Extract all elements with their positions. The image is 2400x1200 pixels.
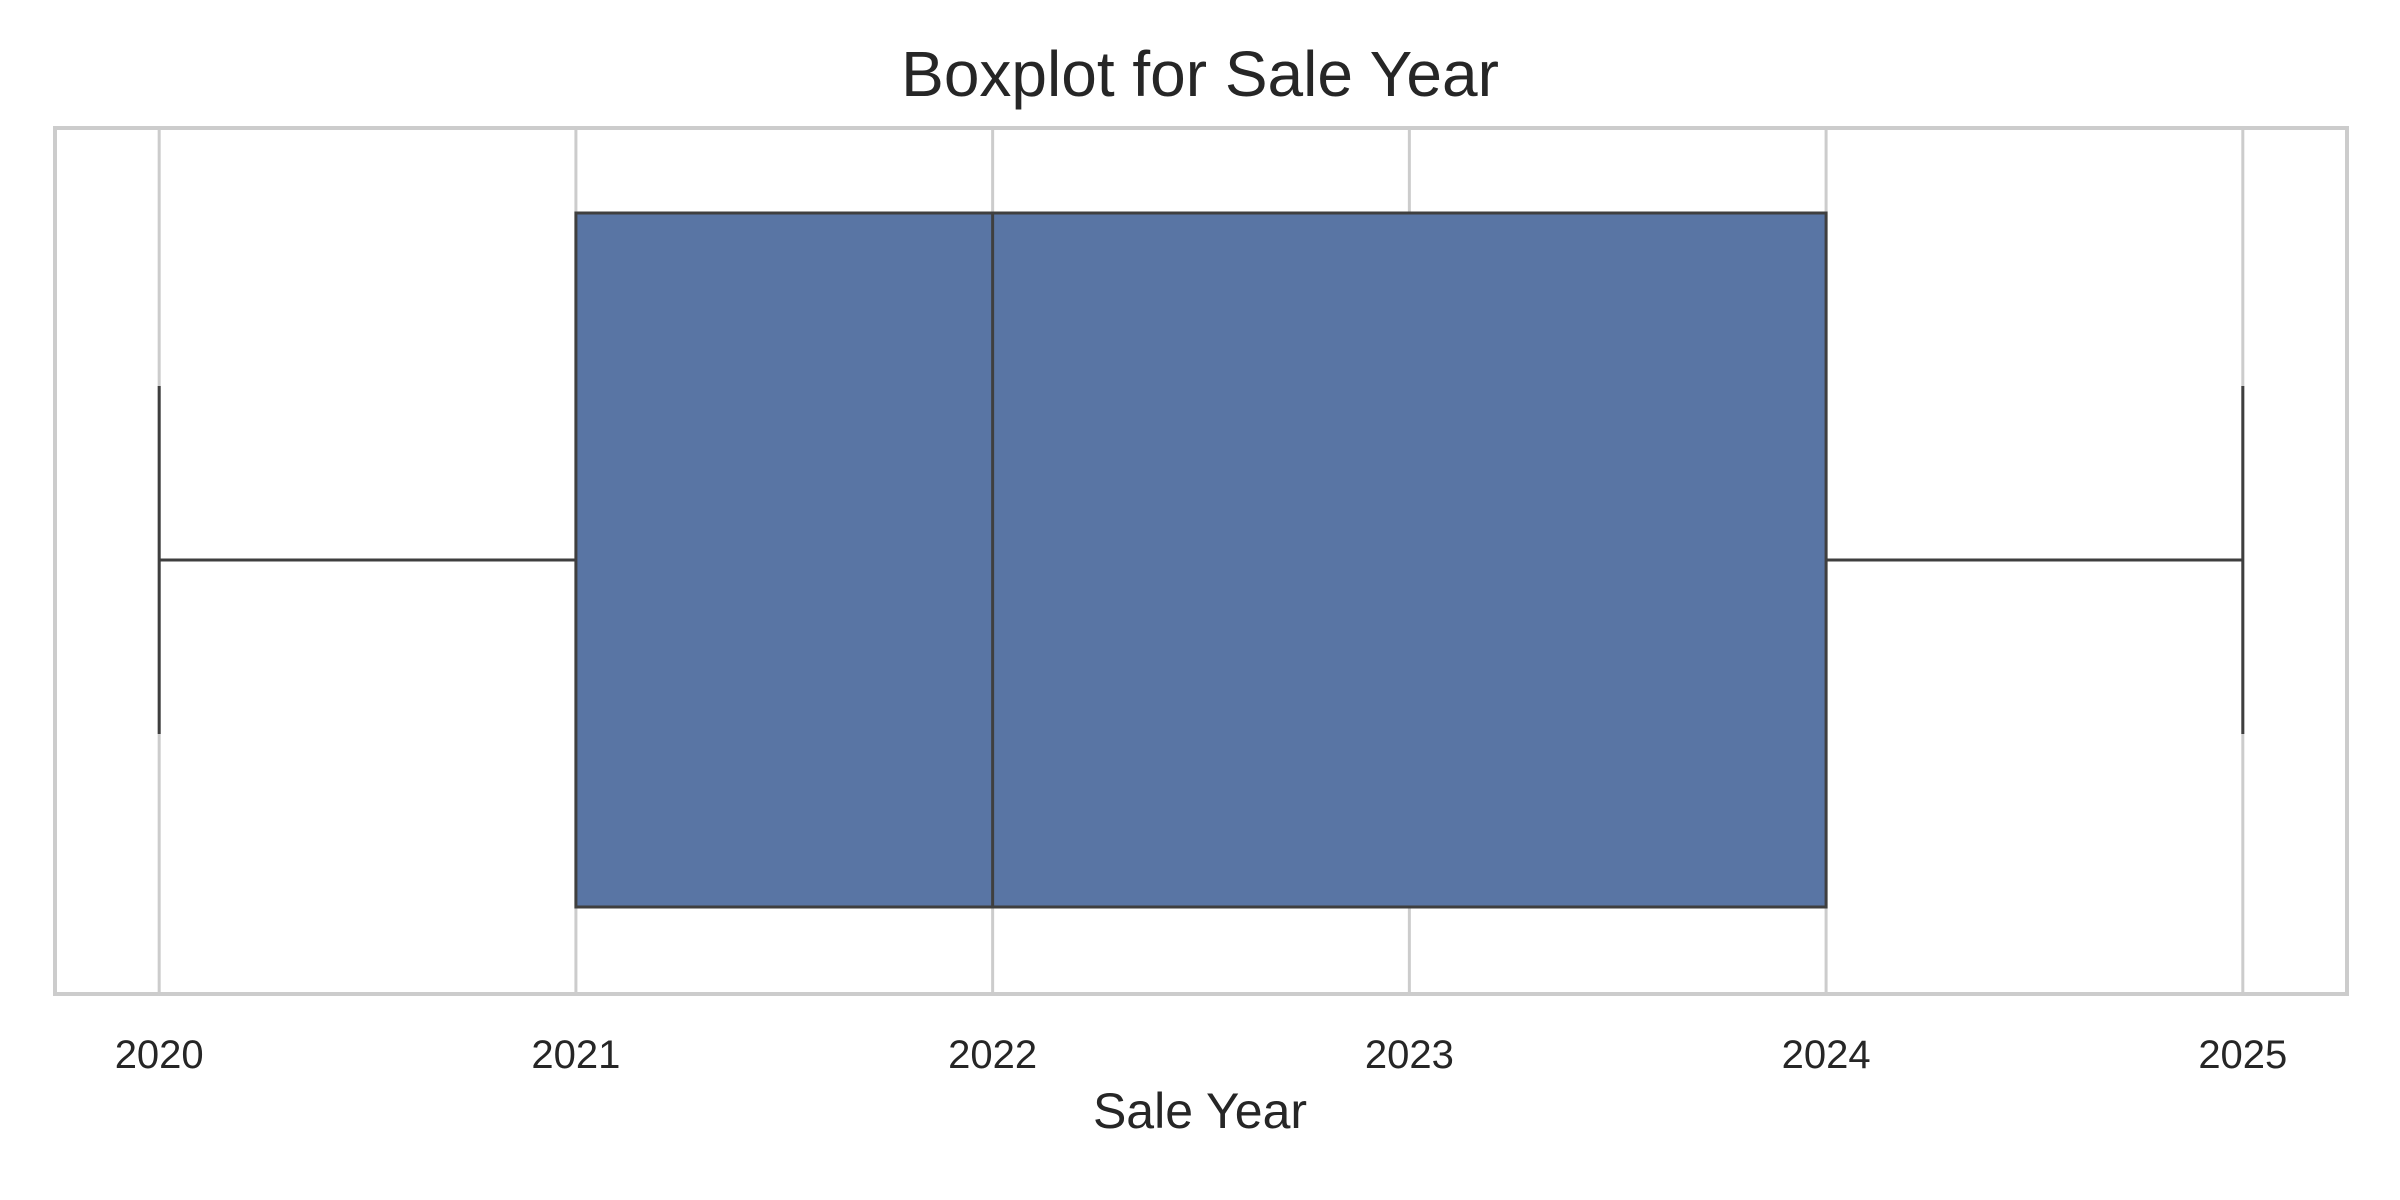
box-series xyxy=(157,211,2245,909)
iqr-box xyxy=(574,211,1828,909)
x-axis-label: Sale Year xyxy=(1093,1083,1307,1139)
chart-title: Boxplot for Sale Year xyxy=(901,38,1499,110)
x-tick-labels: 2020 2021 2022 2023 2024 2025 xyxy=(115,1033,2288,1077)
x-tick-label: 2024 xyxy=(1782,1033,1871,1077)
x-tick-label: 2020 xyxy=(115,1033,204,1077)
plot-frame xyxy=(53,126,2349,996)
x-tick-label: 2023 xyxy=(1365,1033,1454,1077)
x-tick-label: 2025 xyxy=(2198,1033,2287,1077)
x-tick-label: 2022 xyxy=(948,1033,1037,1077)
x-tick-label: 2021 xyxy=(531,1033,620,1077)
